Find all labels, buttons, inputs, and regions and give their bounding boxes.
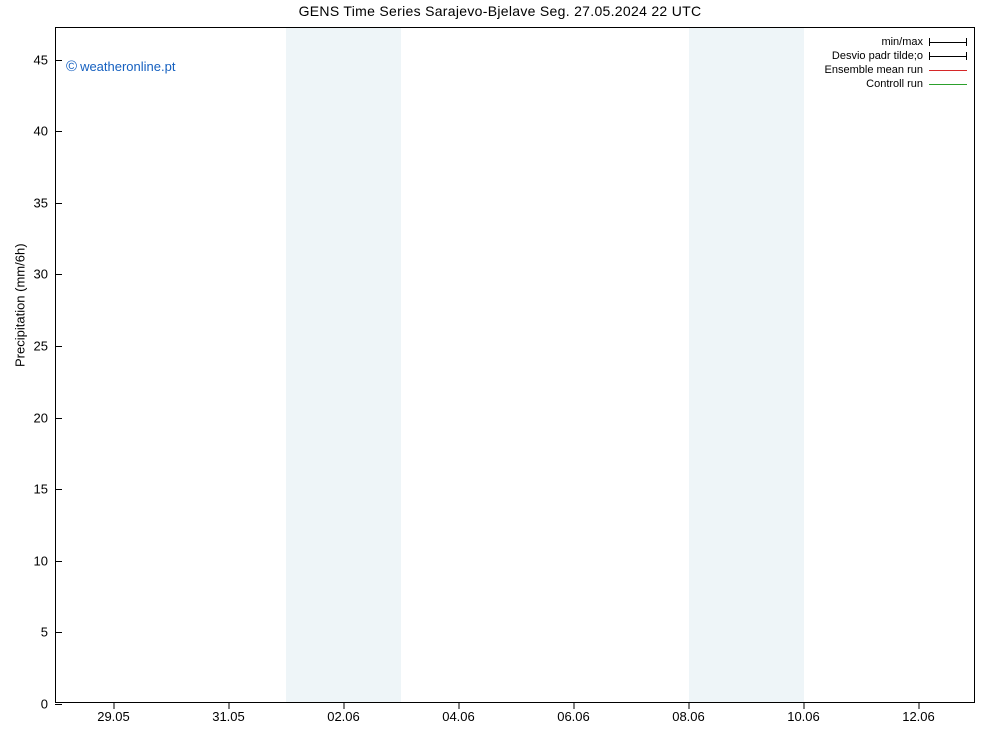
y-tick-mark <box>55 704 62 705</box>
y-tick-label: 30 <box>34 267 56 282</box>
x-tick-mark <box>228 702 229 709</box>
chart-title: GENS Time Series Sarajevo-Bjelave Seg. 2… <box>0 3 1000 19</box>
y-tick-label: 5 <box>41 625 56 640</box>
y-tick-mark <box>55 346 62 347</box>
legend: min/maxDesvio padr tilde;oEnsemble mean … <box>825 35 967 91</box>
y-axis-label: Precipitation (mm/6h) <box>13 243 28 367</box>
watermark-text: weatheronline.pt <box>80 59 175 74</box>
x-tick-mark <box>918 702 919 709</box>
x-tick-mark <box>343 702 344 709</box>
legend-swatch <box>929 50 967 62</box>
y-tick-label: 15 <box>34 482 56 497</box>
y-tick-label: 0 <box>41 697 56 712</box>
legend-label: Desvio padr tilde;o <box>832 49 923 63</box>
y-tick-label: 25 <box>34 338 56 353</box>
legend-item: Desvio padr tilde;o <box>825 49 967 63</box>
y-tick-label: 35 <box>34 195 56 210</box>
chart-container: GENS Time Series Sarajevo-Bjelave Seg. 2… <box>0 0 1000 733</box>
x-tick-mark <box>573 702 574 709</box>
x-tick-mark <box>113 702 114 709</box>
x-tick-mark <box>458 702 459 709</box>
legend-swatch <box>929 78 967 90</box>
plot-area: © weatheronline.pt min/maxDesvio padr ti… <box>55 27 975 703</box>
y-tick-mark <box>55 60 62 61</box>
y-tick-mark <box>55 274 62 275</box>
y-tick-label: 45 <box>34 52 56 67</box>
legend-item: min/max <box>825 35 967 49</box>
copyright-icon: © <box>66 58 77 75</box>
legend-item: Controll run <box>825 77 967 91</box>
y-tick-label: 10 <box>34 553 56 568</box>
legend-swatch <box>929 36 967 48</box>
legend-label: min/max <box>881 35 923 49</box>
watermark: © weatheronline.pt <box>66 58 175 75</box>
weekend-band <box>689 28 804 702</box>
legend-swatch <box>929 64 967 76</box>
y-tick-mark <box>55 418 62 419</box>
y-tick-label: 40 <box>34 124 56 139</box>
x-tick-mark <box>803 702 804 709</box>
x-tick-mark <box>688 702 689 709</box>
y-tick-mark <box>55 203 62 204</box>
y-tick-mark <box>55 632 62 633</box>
y-tick-mark <box>55 131 62 132</box>
legend-item: Ensemble mean run <box>825 63 967 77</box>
legend-label: Controll run <box>866 77 923 91</box>
y-tick-label: 20 <box>34 410 56 425</box>
y-tick-mark <box>55 489 62 490</box>
y-tick-mark <box>55 561 62 562</box>
weekend-band <box>286 28 401 702</box>
legend-label: Ensemble mean run <box>825 63 923 77</box>
